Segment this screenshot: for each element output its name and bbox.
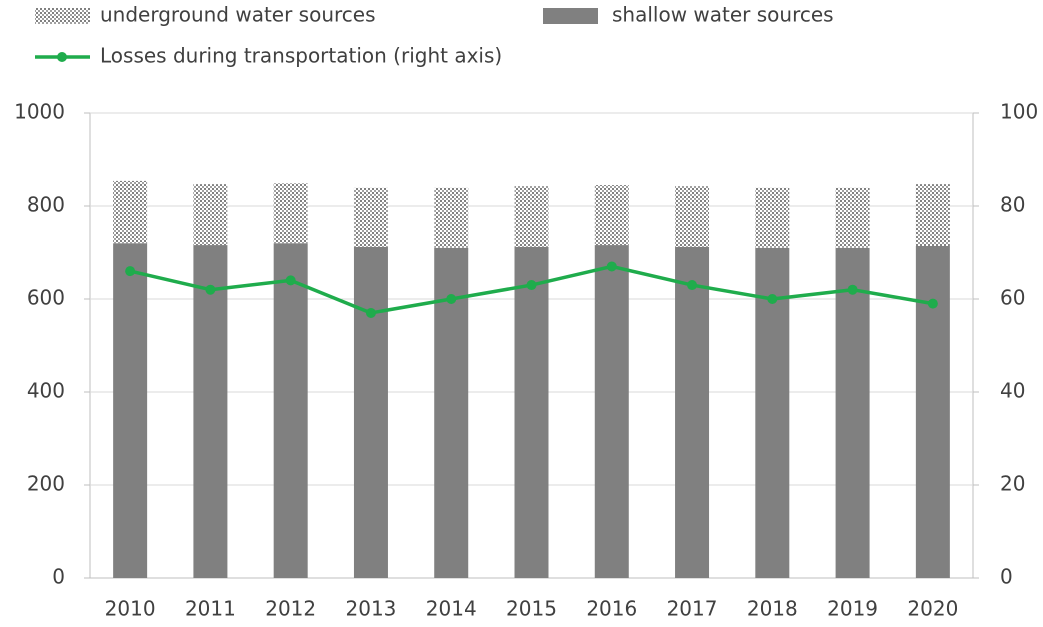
y-tick-label: 600 [27,286,65,310]
bar-segment [353,246,388,579]
legend-marker [57,52,67,62]
line-point [205,284,216,295]
x-tick-label: 2013 [346,597,397,621]
x-tick-label: 2016 [586,597,637,621]
y-tick-label: 800 [27,193,65,217]
y2-tick-label: 20 [1000,472,1025,496]
bar-segment [594,185,629,246]
x-tick-label: 2017 [667,597,718,621]
y-tick-label: 200 [27,472,65,496]
bar-segment [514,186,549,247]
bar-segment [193,245,228,578]
bar-segment [514,246,549,579]
line-point [285,275,296,286]
bar-segment [113,243,148,578]
line-point [365,307,376,318]
bar-segment [755,187,790,248]
y2-tick-label: 60 [1000,286,1025,310]
line-point [446,294,457,304]
line-point [847,284,858,295]
y2-tick-label: 80 [1000,193,1025,217]
legend-swatch [543,8,598,24]
x-tick-label: 2011 [185,597,236,621]
legend-swatch [35,8,90,24]
x-tick-label: 2019 [827,597,878,621]
bar-segment [353,187,388,247]
bar-segment [915,245,950,579]
y-tick-label: 1000 [14,100,65,124]
bar-segment [273,243,308,578]
x-tick-label: 2012 [265,597,316,621]
bar-segment [675,186,710,247]
x-tick-label: 2020 [907,597,958,621]
y2-tick-label: 100 [1000,100,1038,124]
x-tick-label: 2010 [105,597,156,621]
line-point [125,266,136,277]
bar-segment [835,247,870,578]
line-point [526,280,537,291]
y-tick-label: 0 [52,565,65,589]
x-tick-label: 2015 [506,597,557,621]
bar-segment [594,245,629,578]
line-point [687,280,698,291]
y2-tick-label: 0 [1000,565,1013,589]
legend-label: Losses during transportation (right axis… [100,44,502,68]
bar-segment [835,187,870,248]
x-tick-label: 2014 [426,597,477,621]
y-tick-label: 400 [27,379,65,403]
line-point [767,294,778,304]
legend-label: shallow water sources [612,3,834,27]
legend-label: underground water sources [100,3,376,27]
y2-tick-label: 40 [1000,379,1025,403]
bar-segment [193,184,228,246]
bar-segment [915,184,950,246]
bar-segment [273,183,308,244]
bar-segment [434,187,469,248]
bar-segment [113,180,148,244]
line-point [927,298,938,309]
x-tick-label: 2018 [747,597,798,621]
line-point [606,261,617,272]
bar-segment [675,246,710,579]
